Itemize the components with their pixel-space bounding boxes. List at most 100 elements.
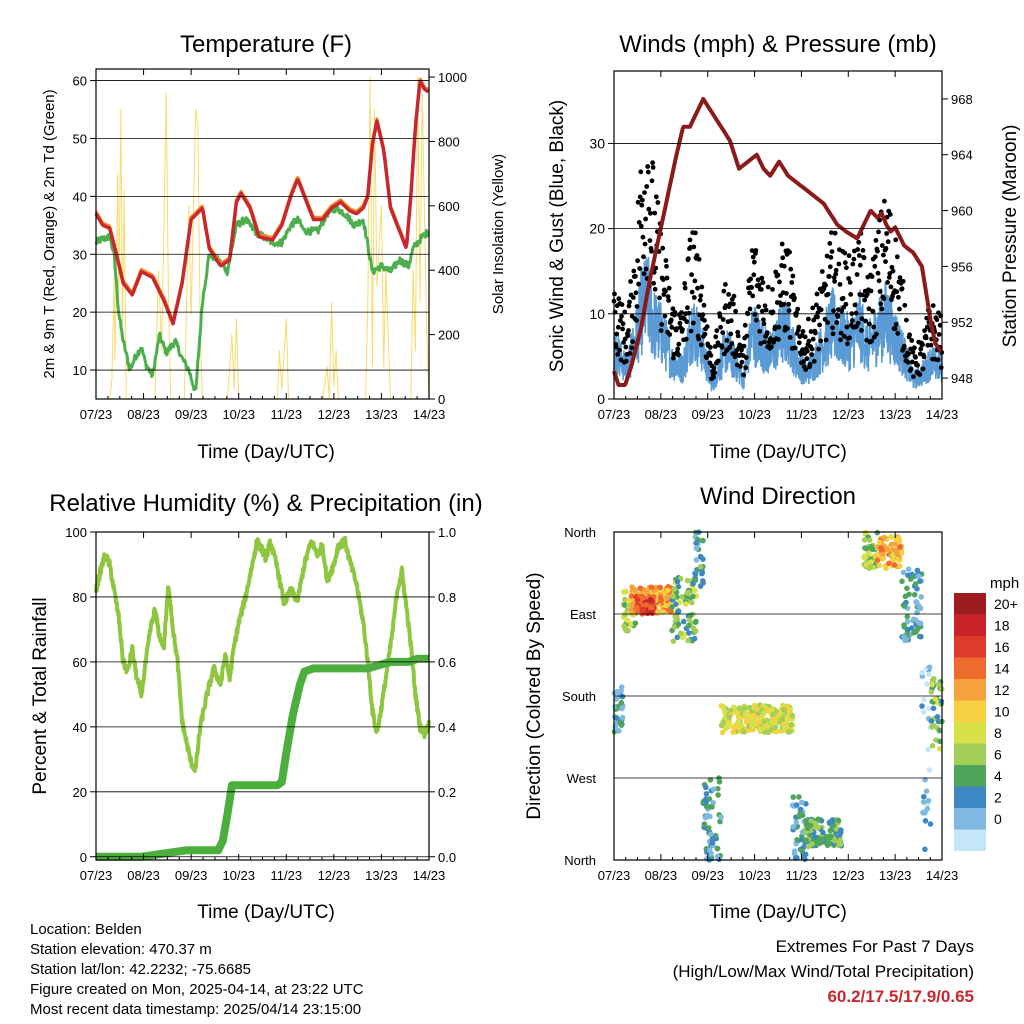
direction-point bbox=[781, 706, 787, 713]
pressure-series bbox=[612, 96, 944, 387]
gust-point bbox=[913, 354, 918, 360]
recent-text: Most recent data timestamp: 2025/04/14 2… bbox=[30, 1001, 362, 1018]
winds-ytick-label-right: 968 bbox=[951, 92, 973, 107]
gust-point bbox=[902, 302, 908, 308]
legend-title: mph bbox=[990, 575, 1019, 592]
direction-point bbox=[637, 585, 643, 592]
gust-point bbox=[868, 288, 874, 294]
direction-point bbox=[717, 818, 723, 825]
gust-point bbox=[815, 314, 820, 320]
direction-point bbox=[835, 817, 842, 824]
direction-point bbox=[936, 727, 943, 734]
gust-point bbox=[686, 310, 692, 316]
gust-point bbox=[876, 229, 881, 235]
winds-ylabel-left: Sonic Wind & Gust (Blue, Black) bbox=[547, 100, 568, 372]
gust-point bbox=[622, 336, 628, 342]
humidity-ytick-label-left: 60 bbox=[73, 655, 87, 670]
humidity-ytick-label-right: 0.4 bbox=[438, 720, 456, 735]
gust-point bbox=[652, 286, 658, 292]
gust-point bbox=[834, 320, 840, 325]
legend-label: 12 bbox=[994, 682, 1010, 698]
direction-point bbox=[926, 705, 932, 712]
gust-point bbox=[846, 276, 851, 281]
gust-point bbox=[796, 324, 802, 330]
gust-point bbox=[854, 272, 860, 277]
elevation-text: Station elevation: 470.37 m bbox=[30, 941, 212, 958]
gust-point bbox=[800, 347, 805, 353]
gust-point bbox=[860, 248, 866, 253]
direction-point bbox=[929, 681, 935, 688]
gust-point bbox=[809, 352, 814, 357]
direction-point bbox=[828, 833, 834, 839]
gust-point bbox=[642, 241, 648, 247]
direction-point bbox=[697, 564, 704, 570]
direction-point bbox=[793, 819, 800, 825]
gust-point bbox=[857, 262, 863, 268]
gust-point bbox=[743, 355, 749, 360]
direction-point bbox=[922, 777, 928, 783]
gust-point bbox=[859, 316, 865, 322]
direction-point bbox=[715, 792, 721, 798]
direction-point bbox=[830, 822, 836, 829]
gust-point bbox=[704, 324, 710, 330]
humidity-xtick-label: 10/23 bbox=[222, 868, 255, 883]
gust-point bbox=[830, 331, 836, 337]
direction-point bbox=[686, 630, 692, 636]
gust-point bbox=[786, 301, 791, 307]
gust-point bbox=[861, 255, 867, 261]
direction-point bbox=[619, 693, 626, 700]
gust-point bbox=[655, 200, 661, 205]
legend-swatch bbox=[954, 593, 986, 615]
gust-point bbox=[666, 298, 671, 303]
direction-point bbox=[802, 856, 808, 863]
direction-point bbox=[726, 714, 732, 720]
gust-point bbox=[659, 322, 665, 327]
gust-point bbox=[620, 326, 625, 332]
direction-point bbox=[772, 716, 779, 722]
gust-point bbox=[847, 335, 852, 341]
direction-point bbox=[905, 626, 911, 633]
direction-point bbox=[797, 806, 804, 813]
gust-point bbox=[619, 313, 624, 319]
gust-point bbox=[743, 365, 749, 371]
winds-ytick-label-right: 964 bbox=[951, 148, 973, 163]
gust-point bbox=[856, 239, 862, 245]
gust-point bbox=[800, 329, 806, 334]
gust-point bbox=[640, 234, 646, 240]
gust-point bbox=[849, 318, 855, 324]
gust-point bbox=[818, 338, 824, 344]
gust-point bbox=[842, 250, 848, 256]
direction-point bbox=[691, 587, 698, 594]
gust-point bbox=[755, 277, 761, 283]
gust-point bbox=[818, 307, 824, 313]
gust-point bbox=[789, 280, 795, 285]
gust-point bbox=[761, 317, 766, 323]
gust-point bbox=[786, 308, 792, 313]
gust-point bbox=[922, 328, 927, 333]
direction-point bbox=[922, 818, 929, 824]
gust-point bbox=[893, 322, 899, 327]
gust-point bbox=[935, 357, 941, 363]
direction-point bbox=[629, 609, 635, 616]
gust-point bbox=[915, 362, 920, 368]
direction-point bbox=[707, 847, 713, 853]
direction-point bbox=[919, 703, 925, 709]
gust-point bbox=[684, 319, 690, 325]
gust-point bbox=[881, 296, 887, 302]
gust-point bbox=[841, 333, 847, 339]
direction-point bbox=[862, 553, 868, 559]
gust-point bbox=[911, 374, 916, 379]
gust-point bbox=[923, 335, 929, 341]
direction-point bbox=[749, 722, 755, 728]
direction-point bbox=[705, 825, 712, 831]
direction-point bbox=[874, 529, 881, 536]
direction-point bbox=[914, 567, 921, 574]
direction-point bbox=[692, 577, 699, 583]
direction-point bbox=[928, 718, 935, 724]
gust-point bbox=[875, 270, 881, 276]
gust-point bbox=[625, 333, 631, 339]
gust-point bbox=[696, 256, 702, 262]
gust-point bbox=[840, 295, 846, 301]
gust-point bbox=[692, 278, 698, 284]
gust-point bbox=[682, 281, 688, 286]
